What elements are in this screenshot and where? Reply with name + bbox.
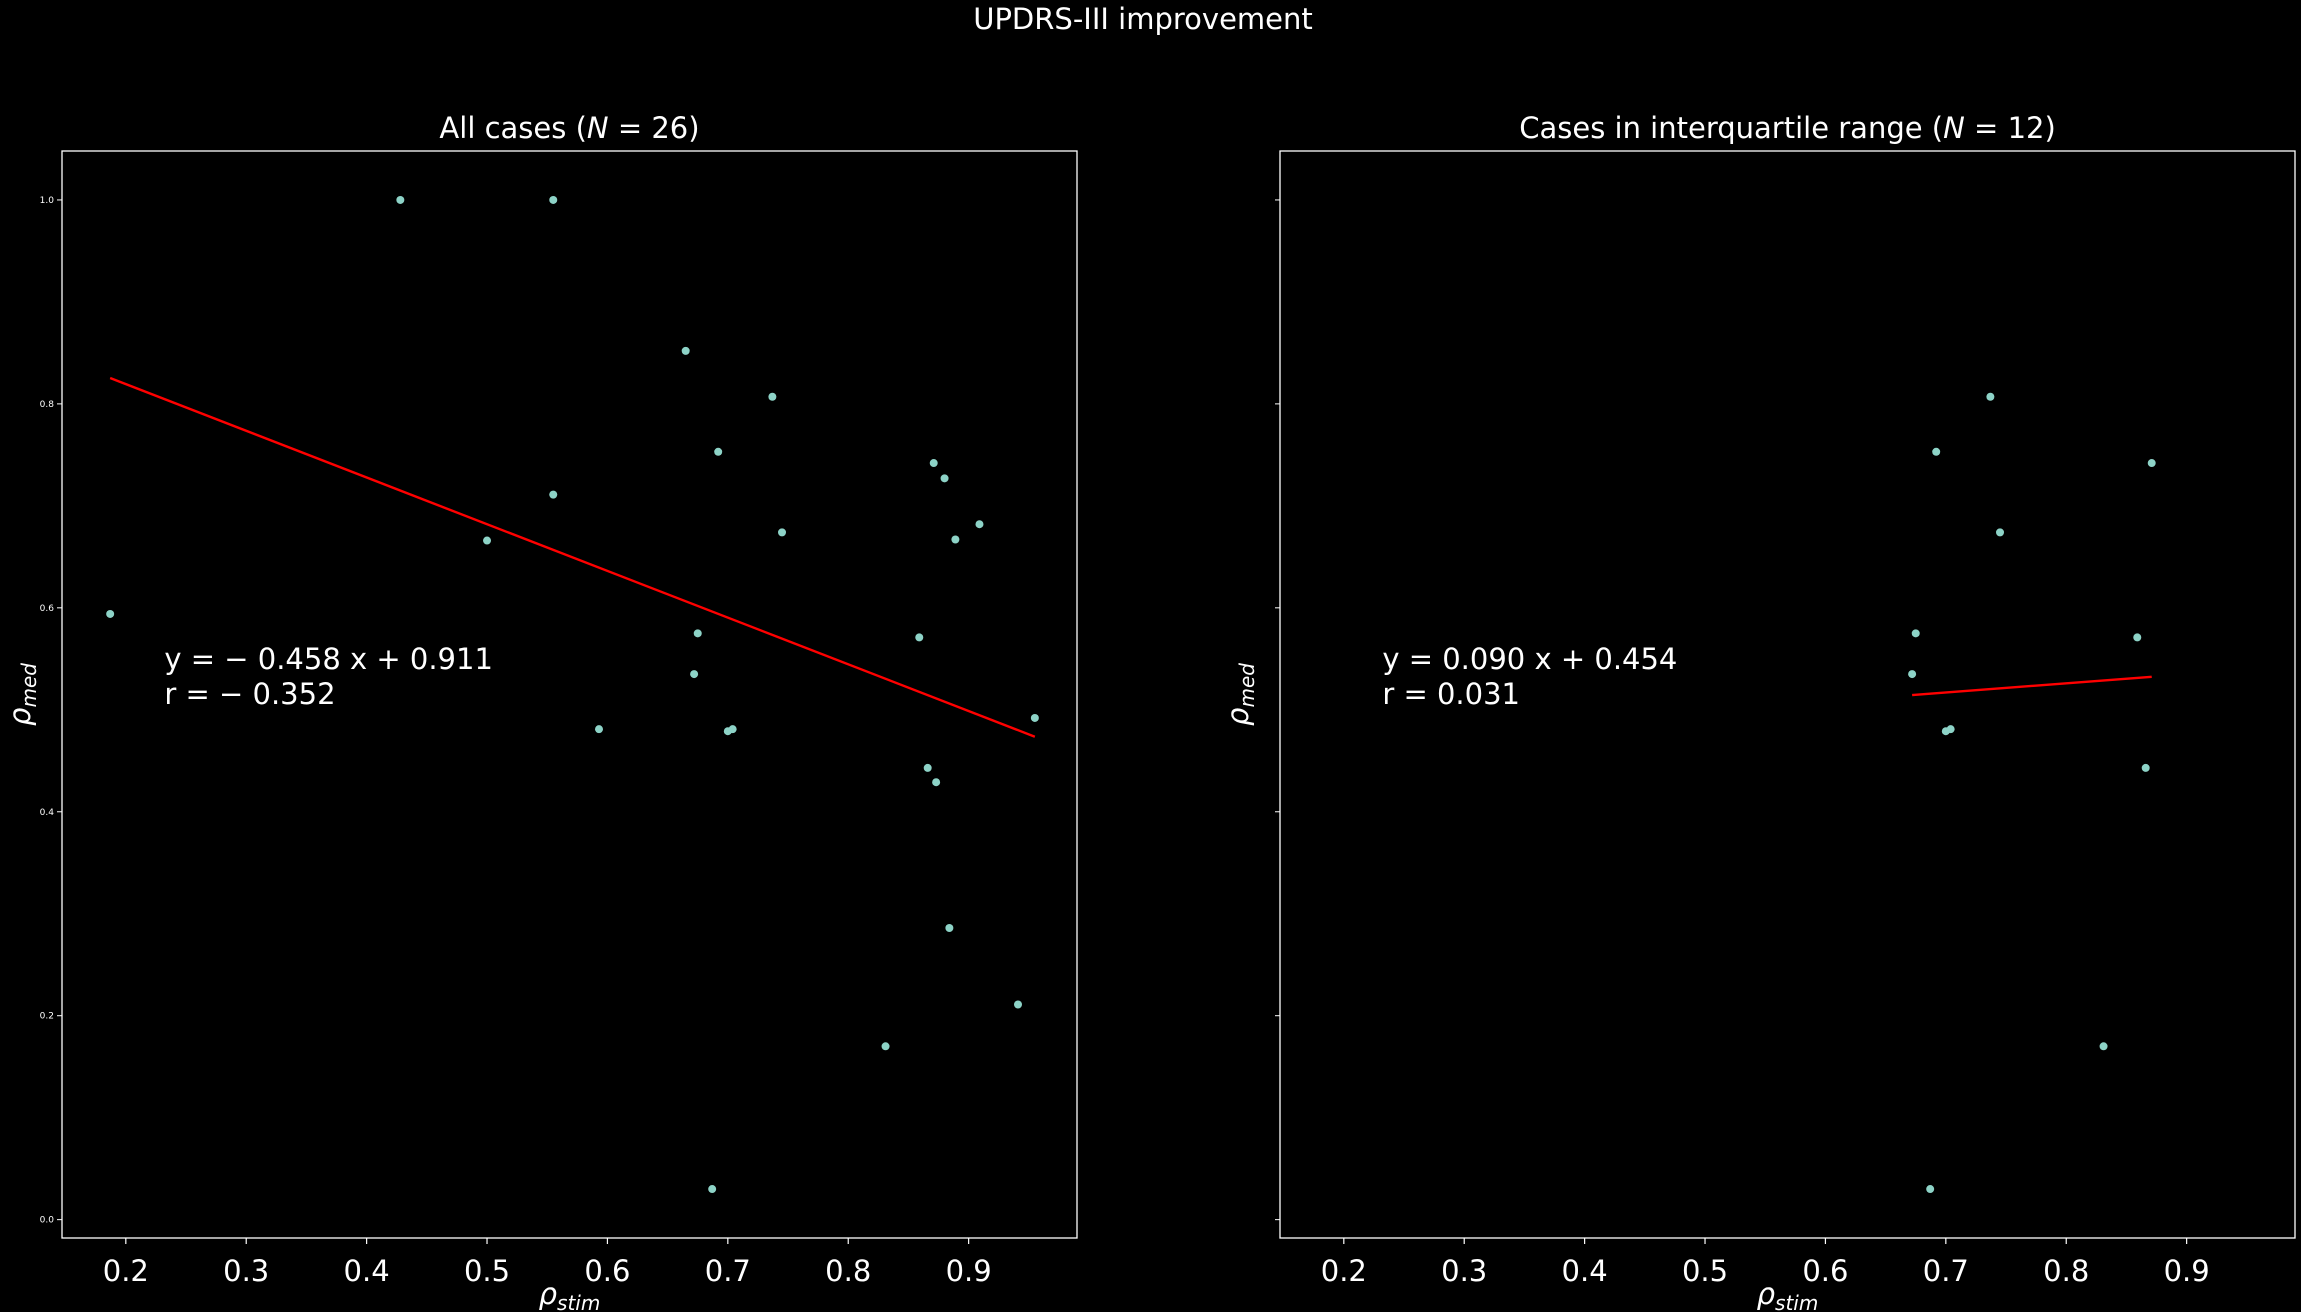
panel-title-variable: N xyxy=(1943,111,1965,145)
data-point xyxy=(1030,713,1039,722)
x-axis-label-symbol: ρ xyxy=(1757,1277,1776,1311)
figure-title: UPDRS-III improvement xyxy=(973,2,1313,36)
data-point xyxy=(594,725,603,734)
correlation-coefficient: r = − 0.352 xyxy=(164,677,335,711)
y-tick-label: 0.8 xyxy=(40,400,55,410)
data-point xyxy=(1926,1185,1935,1194)
data-point xyxy=(1932,447,1941,456)
data-point xyxy=(932,778,941,787)
data-point xyxy=(2141,763,2150,772)
x-tick-label: 0.6 xyxy=(584,1254,630,1288)
data-point xyxy=(929,459,938,468)
data-point xyxy=(2133,633,2142,642)
y-tick-label: 0.0 xyxy=(40,1216,55,1226)
data-point xyxy=(2147,459,2156,468)
x-tick-label: 0.2 xyxy=(103,1254,149,1288)
data-point xyxy=(681,346,690,355)
data-point xyxy=(549,195,558,204)
y-axis-label-subscript: med xyxy=(17,663,41,708)
y-tick-label: 0.4 xyxy=(40,808,55,818)
data-point xyxy=(768,392,777,401)
x-tick-label: 0.9 xyxy=(2164,1254,2210,1288)
data-point xyxy=(1986,392,1995,401)
data-point xyxy=(1946,725,1955,734)
y-axis-label-symbol: ρ xyxy=(3,707,37,726)
x-tick-label: 0.8 xyxy=(2043,1254,2089,1288)
plot-frame xyxy=(1279,150,2296,1239)
x-axis-label-subscript: stim xyxy=(557,1291,600,1312)
panel-title-prefix: Cases in interquartile range ( xyxy=(1519,111,1943,145)
data-point xyxy=(693,629,702,638)
data-point xyxy=(714,447,723,456)
panel-title: All cases (N = 26) xyxy=(439,111,699,145)
plot-frame xyxy=(61,150,1078,1239)
data-point xyxy=(483,536,492,545)
y-axis-label: ρmed xyxy=(3,663,41,726)
data-point xyxy=(951,535,960,544)
fit-equation: y = − 0.458 x + 0.911 xyxy=(164,642,493,676)
x-axis-label-symbol: ρ xyxy=(539,1277,558,1311)
panel-title-prefix: All cases ( xyxy=(439,111,586,145)
panel-all-cases: All cases (N = 26) 0.2 0.3 0.4 0.5 0.6 0.7 0.8 0… xyxy=(3,111,1078,1312)
x-axis-label: ρstim xyxy=(1757,1277,1819,1312)
data-point xyxy=(1996,528,2005,537)
data-point xyxy=(915,633,924,642)
data-point xyxy=(2099,1042,2108,1051)
x-tick-label: 0.4 xyxy=(1562,1254,1608,1288)
data-point xyxy=(945,924,954,933)
panel-title-suffix: = 26) xyxy=(609,111,700,145)
y-tick-label: 0.2 xyxy=(40,1012,54,1022)
data-point xyxy=(1014,1000,1023,1009)
data-point xyxy=(1908,670,1917,679)
data-point xyxy=(708,1185,717,1194)
fit-equation: y = 0.090 x + 0.454 xyxy=(1382,642,1677,676)
data-point xyxy=(975,520,984,529)
data-point xyxy=(923,763,932,772)
data-point xyxy=(106,609,115,618)
regression-line xyxy=(1912,675,2152,697)
regression-line xyxy=(109,376,1036,738)
x-tick-label: 0.5 xyxy=(464,1254,510,1288)
data-point xyxy=(1911,629,1920,638)
x-tick-label: 0.9 xyxy=(946,1254,992,1288)
data-point xyxy=(881,1042,890,1051)
correlation-coefficient: r = 0.031 xyxy=(1382,677,1520,711)
data-point xyxy=(728,725,737,734)
y-axis-label: ρmed xyxy=(1221,663,1259,726)
x-tick-label: 0.4 xyxy=(344,1254,390,1288)
panel-title: Cases in interquartile range (N = 12) xyxy=(1519,111,2056,145)
x-axis-label-subscript: stim xyxy=(1775,1291,1818,1312)
x-tick-label: 0.5 xyxy=(1682,1254,1728,1288)
y-tick-label: 1.0 xyxy=(40,196,55,206)
x-tick-label: 0.7 xyxy=(1923,1254,1969,1288)
y-tick-label: 0.6 xyxy=(40,604,55,614)
x-tick-label: 0.3 xyxy=(1441,1254,1487,1288)
panel-interquartile-cases: Cases in interquartile range (N = 12) 0.2… xyxy=(1221,111,2296,1312)
x-tick-label: 0.6 xyxy=(1802,1254,1848,1288)
x-tick-label: 0.7 xyxy=(705,1254,751,1288)
x-tick-label: 0.3 xyxy=(223,1254,269,1288)
y-axis-label-symbol: ρ xyxy=(1221,707,1255,726)
x-tick-label: 0.8 xyxy=(825,1254,871,1288)
y-axis-label-subscript: med xyxy=(1235,663,1259,708)
data-point xyxy=(396,195,405,204)
panel-title-suffix: = 12) xyxy=(1965,111,2056,145)
data-point xyxy=(778,528,787,537)
data-point xyxy=(549,490,558,499)
panel-title-variable: N xyxy=(587,111,609,145)
x-tick-label: 0.2 xyxy=(1321,1254,1367,1288)
data-point xyxy=(940,474,949,483)
x-axis-label: ρstim xyxy=(539,1277,601,1312)
data-point xyxy=(690,670,699,679)
